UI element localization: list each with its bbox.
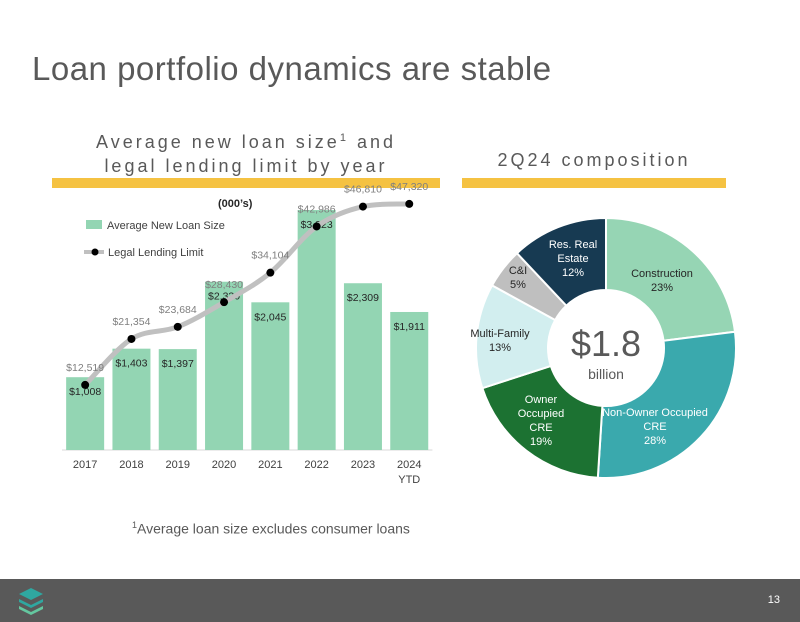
footnote: 1Average loan size excludes consumer loa… [132,520,410,537]
left-heading-underline [52,178,440,188]
donut-slice-owner-occupied-cre [481,364,604,479]
donut-center-value: $1.8 [571,323,641,364]
donut-chart-heading: 2Q24 composition [497,150,691,170]
x-tick-2019: 2019 [166,459,190,471]
slice-label-4-0: C&I [509,265,527,277]
legend-bar-label: Average New Loan Size [107,220,225,232]
slice-label-5-1: Estate [557,253,588,265]
legend-bar-swatch [86,220,102,229]
line-point-2024 [405,199,414,208]
bar-chart-heading: Average new loan size1 and legal lending… [52,126,440,178]
line-label-2023: $46,810 [344,184,382,196]
x-tick-2024: 2024 [397,459,421,471]
company-logo-icon [19,588,43,615]
line-point-2022 [312,222,321,231]
slice-label-1-2: 28% [644,435,666,447]
line-label-2022: $42,986 [298,203,336,215]
bar-2020 [205,281,244,450]
units-label: (000’s) [218,198,253,210]
bar-2023 [343,283,382,450]
right-heading-underline [462,178,726,188]
slice-label-0-0: Construction [631,268,693,280]
line-point-2023 [358,202,367,211]
slice-label-3-1: 13% [489,342,511,354]
line-label-2018: $21,354 [112,316,150,328]
x-tick-2021: 2021 [258,459,282,471]
donut-slice-res-real-estate [515,216,607,308]
slice-label-1-0: Non-Owner Occupied [602,407,708,419]
line-label-2021: $34,104 [251,250,289,262]
line-label-2020: $28,430 [205,279,243,291]
slice-label-5-2: 12% [562,267,584,279]
legend-line-label: Legal Lending Limit [108,247,203,259]
line-label-2024: $47,320 [390,181,428,193]
slice-label-5-0: Res. Real [549,239,597,251]
bar-2022 [297,210,336,450]
footnote-text: Average loan size excludes consumer loan… [137,520,410,537]
slice-label-2-3: 19% [530,436,552,448]
line-point-2019 [173,322,182,331]
line-label-2017: $12,519 [66,362,104,374]
bar-2024 [390,311,429,450]
bar-label-2019: $1,397 [162,358,194,370]
x-tick-sub-2024: YTD [398,474,420,486]
donut-slice-construction [605,216,737,342]
line-point-2017 [81,380,90,389]
slice-label-4-1: 5% [510,279,526,291]
heading-line1: Average new loan size [96,132,340,152]
bar-label-2018: $1,403 [115,358,147,370]
bar-2021 [251,302,290,450]
x-tick-2020: 2020 [212,459,236,471]
heading-line2: legal lending limit by year [104,156,388,176]
x-tick-2023: 2023 [351,459,375,471]
bar-label-2024: $1,911 [394,321,425,333]
donut-center-label: billion [588,366,624,382]
slice-label-0-1: 23% [651,282,673,294]
bar-2019 [158,349,197,450]
footnote-sup: 1 [132,520,138,530]
bar-label-2023: $2,309 [347,292,379,304]
bar-2018 [112,348,151,450]
page-number: 13 [767,594,780,606]
x-tick-2018: 2018 [119,459,143,471]
donut-slice-non-owner-occupied-cre [596,330,737,479]
heading-line1-tail: and [348,132,396,152]
line-point-2018 [127,334,136,343]
footer-bar: 13 [0,579,800,622]
chart-canvas: $1,0082017$1,4032018$1,3972019$2,3302020… [62,181,737,486]
slice-label-1-1: CRE [643,421,666,433]
bar-2017 [66,377,105,450]
slice-label-2-0: Owner [525,394,558,406]
line-label-2019: $23,684 [159,304,197,316]
heading-sup: 1 [339,132,349,144]
x-tick-2017: 2017 [73,459,97,471]
line-point-2020 [220,298,229,307]
slice-label-2-1: Occupied [518,408,564,420]
line-point-2021 [266,268,275,277]
bar-label-2017: $1,008 [69,386,101,398]
page-title: Loan portfolio dynamics are stable [32,50,552,87]
x-tick-2022: 2022 [304,459,328,471]
slice-label-3-0: Multi-Family [470,328,530,340]
legend-line-marker [91,248,99,256]
slice-label-2-2: CRE [529,422,552,434]
bar-label-2021: $2,045 [254,311,286,323]
